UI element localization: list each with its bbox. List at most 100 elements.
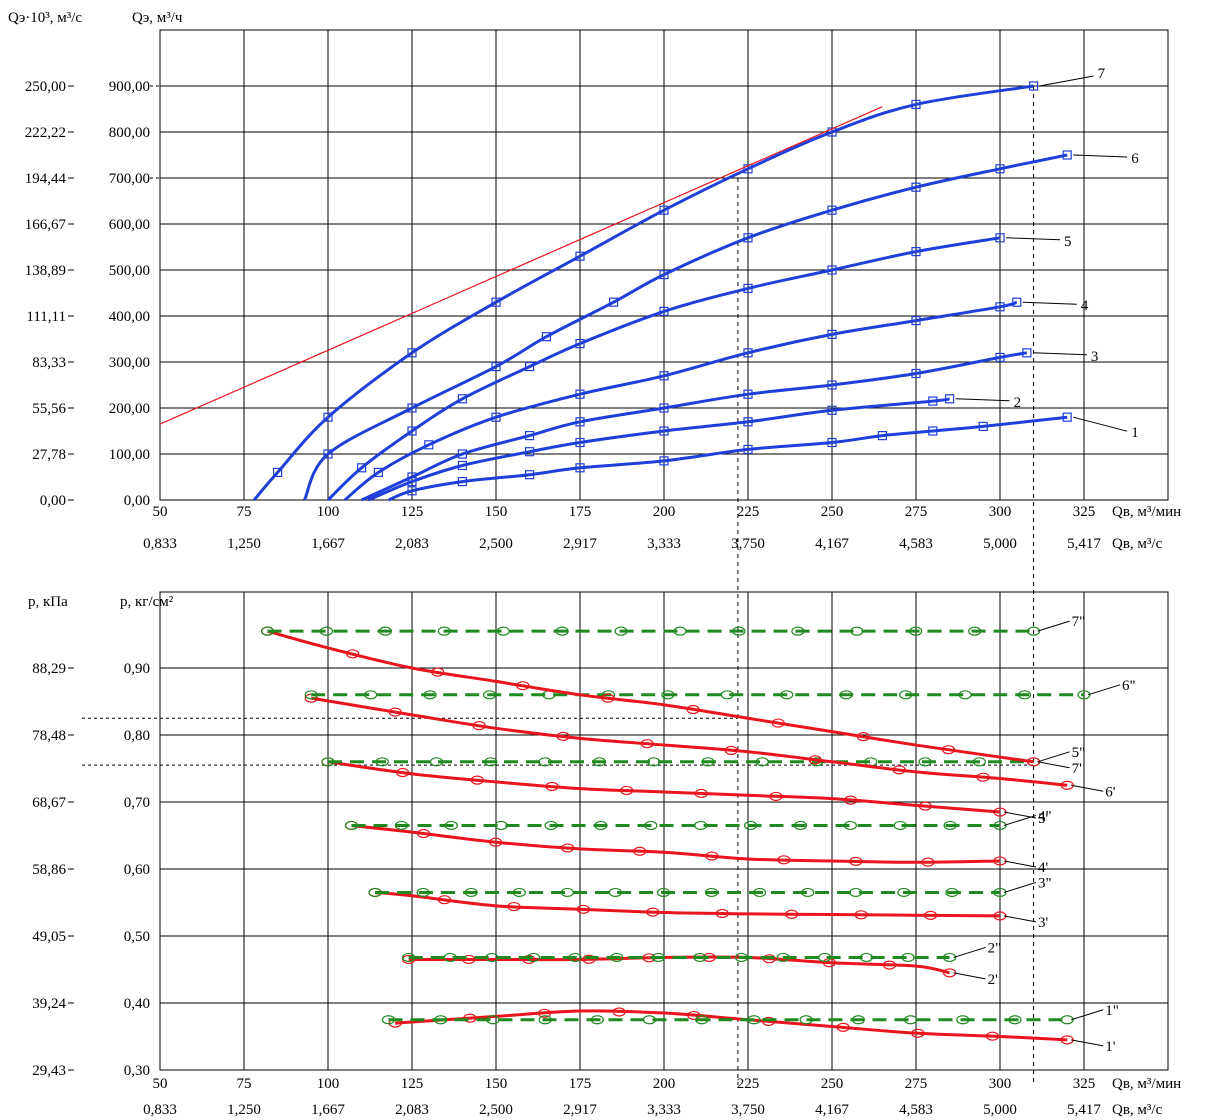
bottom-point-6" (482, 690, 497, 700)
top-point-2 (928, 396, 938, 406)
top-point-2 (944, 394, 955, 404)
bottom-point-2" (818, 952, 832, 963)
top-point-2 (743, 417, 753, 427)
top-point-6 (827, 205, 837, 215)
top-leader-2 (955, 398, 1010, 402)
bottom-point-2" (402, 952, 416, 963)
bottom-point-5' (694, 788, 708, 799)
bottom-point-4" (793, 820, 808, 831)
bottom-point-6" (1017, 690, 1032, 700)
bottom-x-tick-top: 175 (569, 1076, 592, 1092)
top-point-6 (743, 233, 753, 243)
bottom-point-6" (304, 690, 318, 700)
bottom-x-tick-bottom: 2,917 (563, 1102, 597, 1118)
top-point-6 (1062, 150, 1072, 160)
bottom-point-6" (661, 690, 675, 700)
bottom-x-tick-bottom: 0,833 (143, 1102, 177, 1118)
bottom-point-4" (394, 820, 409, 831)
top-x-tick-bottom: 2,500 (479, 536, 513, 552)
bottom-point-6" (423, 690, 437, 700)
bottom-point-5' (396, 767, 410, 778)
bottom-point-2" (610, 952, 624, 963)
bottom-point-7" (378, 626, 392, 636)
top-point-7 (323, 412, 333, 422)
top-series-7 (252, 84, 1034, 501)
bottom-point-5" (755, 757, 769, 767)
bottom-point-1' (836, 1022, 850, 1032)
top-x-tick-bottom: 3,333 (647, 536, 681, 552)
bottom-point-1" (799, 1015, 813, 1025)
bottom-point-6' (724, 745, 738, 756)
bottom-leader-8 (1003, 811, 1037, 819)
top-point-1 (743, 444, 753, 454)
top-point-7 (575, 251, 585, 261)
bottom-x-tick-bottom: 3,750 (731, 1102, 765, 1118)
top-point-3 (407, 472, 417, 482)
bottom-x-tick-top: 325 (1073, 1076, 1096, 1092)
bottom-y-tick-left: 78,48 (32, 728, 66, 744)
bottom-point-1' (463, 1013, 477, 1023)
bottom-point-4" (943, 820, 957, 831)
bottom-x-tick-top: 125 (401, 1076, 424, 1092)
bottom-point-4' (489, 837, 503, 847)
bottom-point-1" (486, 1015, 500, 1025)
bottom-point-5" (538, 757, 552, 767)
top-x-tick-top: 150 (485, 504, 508, 520)
top-point-1 (827, 437, 837, 448)
bottom-point-1' (985, 1031, 1000, 1041)
bottom-y-tick-left: 39,24 (32, 996, 66, 1012)
bottom-point-4' (561, 843, 575, 853)
top-point-1 (877, 431, 888, 441)
bottom-point-1" (1060, 1015, 1074, 1025)
bottom-point-7' (941, 745, 956, 755)
bottom-y-label-left: p, кПа (28, 594, 68, 610)
bottom-point-3" (993, 887, 1007, 898)
top-point-1 (457, 477, 467, 487)
bottom-point-7' (601, 693, 615, 703)
bottom-point-6" (839, 690, 853, 700)
top-point-4 (424, 440, 434, 450)
top-x-tick-top: 50 (153, 504, 168, 520)
bottom-point-3" (512, 887, 526, 898)
top-y-tick-right: 200,00 (109, 401, 150, 417)
top-point-5 (524, 362, 535, 372)
bottom-point-3" (801, 887, 815, 898)
bottom-point-7' (771, 718, 785, 728)
bottom-x-tick-bottom: 1,250 (227, 1102, 261, 1118)
top-point-6 (491, 362, 501, 372)
bottom-point-4" (993, 820, 1007, 831)
bottom-x-tick-top: 150 (485, 1076, 508, 1092)
top-point-1 (1062, 412, 1072, 422)
bottom-y-tick-right: 0,90 (124, 661, 150, 677)
bottom-curve-label-1: 1" (1105, 1003, 1119, 1019)
bottom-point-6' (892, 765, 906, 775)
bottom-point-2" (859, 952, 873, 963)
bottom-point-4" (843, 820, 857, 831)
top-point-2 (457, 460, 467, 471)
top-point-3 (575, 417, 585, 427)
bottom-y-tick-left: 68,67 (32, 795, 66, 811)
top-y-tick-left: 138,89 (25, 263, 66, 279)
bottom-x-tick-bottom: 1,667 (311, 1102, 345, 1118)
top-point-3 (457, 449, 467, 459)
bottom-point-4" (743, 820, 758, 831)
bottom-x-label-top: Qв, м³/мин (1112, 1076, 1181, 1092)
top-x-tick-bottom: 2,083 (395, 536, 429, 552)
bottom-point-4" (893, 820, 907, 831)
bottom-point-7" (437, 626, 451, 636)
bottom-curve-label-2: 2' (988, 972, 999, 988)
bottom-point-6" (364, 690, 378, 700)
top-point-5 (659, 306, 669, 316)
top-curve-label-3: 3 (1091, 349, 1099, 365)
bottom-curve-label-0: 1' (1105, 1039, 1116, 1055)
bottom-point-2" (776, 952, 790, 963)
top-point-7 (659, 205, 669, 215)
bottom-curve-label-6: 4' (1038, 860, 1049, 876)
bottom-point-3" (560, 887, 574, 898)
top-leader-5 (1005, 237, 1061, 241)
top-point-4 (575, 389, 585, 399)
top-y-tick-right: 400,00 (109, 309, 150, 325)
bottom-point-1" (1008, 1015, 1022, 1025)
bottom-x-tick-top: 75 (237, 1076, 252, 1092)
